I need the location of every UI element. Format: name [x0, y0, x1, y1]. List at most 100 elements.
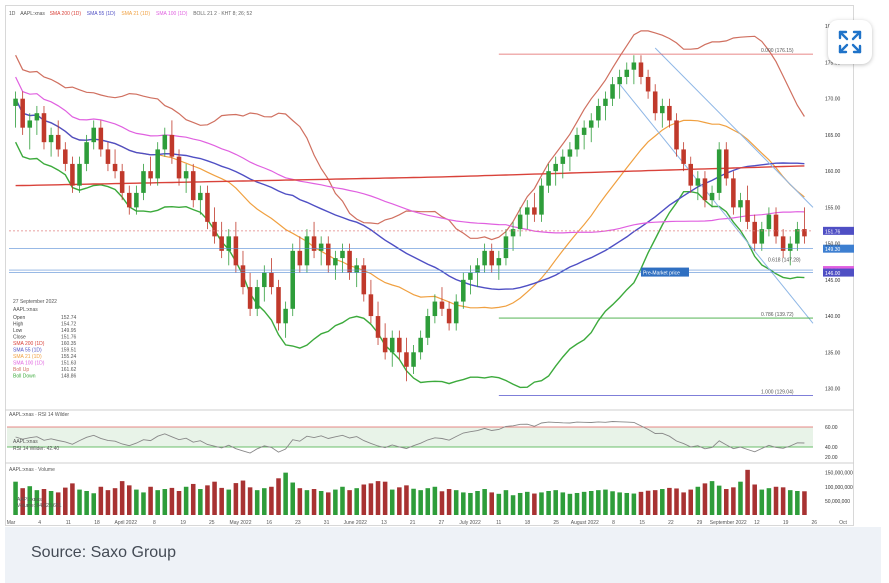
volume-bar — [41, 489, 47, 515]
candle-body — [105, 149, 111, 164]
candle-body — [652, 91, 658, 114]
candle-body — [254, 287, 260, 309]
price-tag-box — [823, 226, 854, 235]
info-row-label: SMA 21 (1D) — [13, 354, 42, 360]
volume-tick-label: 50,000,000 — [825, 499, 850, 505]
info-row-label: Close — [13, 335, 26, 341]
candle-body — [503, 236, 509, 259]
legend-item: SMA 21 (1D) — [121, 11, 150, 17]
candle-body — [98, 127, 104, 150]
volume-bar — [411, 488, 416, 515]
axes: 180.00175.00170.00165.00160.00155.00150.… — [7, 24, 848, 526]
candle-body — [247, 287, 253, 309]
candle-body — [532, 207, 537, 215]
candle-body — [574, 134, 580, 150]
x-tick-label: May 2022 — [230, 520, 252, 526]
info-row-label: Open — [13, 315, 25, 321]
candle-body — [802, 229, 807, 237]
x-tick-label: 25 — [209, 520, 215, 526]
volume-bar — [482, 489, 487, 515]
candles — [13, 55, 807, 382]
volume-bar — [276, 478, 281, 515]
candle-body — [176, 156, 182, 179]
legend-item: AAPL:xnas — [20, 11, 45, 17]
volume-bar — [155, 490, 160, 515]
x-tick-label: Oct — [839, 520, 847, 526]
legend-item: 1D — [9, 11, 16, 17]
volume-bar — [382, 481, 388, 515]
expand-button[interactable] — [828, 20, 872, 64]
volume-bar — [802, 491, 807, 515]
candle-body — [524, 207, 530, 215]
volume-bar — [581, 491, 587, 515]
candle-body — [126, 192, 132, 208]
rsi-level-label: 20.00 — [825, 455, 838, 461]
info-row-value: 160.35 — [61, 341, 77, 347]
candle-body — [780, 236, 786, 251]
pre-market-box — [640, 267, 689, 277]
volume-bar — [709, 481, 715, 515]
candle-body — [624, 69, 630, 77]
rsi-level-label: 60.00 — [825, 425, 838, 431]
volume-bar — [84, 491, 89, 515]
x-tick-label: 13 — [381, 520, 387, 526]
candle-body — [596, 105, 601, 121]
volume-bar — [567, 493, 573, 515]
candle-body — [148, 171, 153, 179]
volume-bar — [688, 489, 694, 515]
candle-body — [183, 171, 189, 179]
volume-bar — [247, 487, 253, 515]
candle-body — [34, 113, 40, 121]
volume-bar — [340, 486, 345, 515]
volume-bar — [404, 485, 409, 515]
chart-border — [5, 5, 854, 526]
info-row-value: 148.86 — [61, 374, 77, 380]
caption-bar: Source: Saxo Group — [5, 527, 881, 583]
volume-bar — [27, 486, 33, 515]
volume-bar — [610, 491, 615, 515]
x-tick-label: July 2022 — [459, 520, 481, 526]
volume-tick-label: 100,000,000 — [825, 485, 853, 491]
candle-body — [212, 221, 217, 237]
volume-bar — [553, 490, 558, 515]
x-tick-label: 27 — [439, 520, 445, 526]
candle-body — [603, 98, 608, 106]
x-tick-label: 31 — [324, 520, 330, 526]
candle-body — [425, 316, 431, 338]
volume-bar — [546, 491, 551, 515]
volume-bar — [574, 492, 580, 515]
volume-bar — [212, 481, 217, 515]
volume-bar — [290, 482, 296, 515]
candle-body — [468, 272, 473, 280]
volume-bar — [254, 490, 260, 515]
x-tick-label: 4 — [38, 520, 41, 526]
volume-bar — [98, 486, 104, 515]
candle-body — [190, 171, 196, 201]
info-row-value: 155.24 — [61, 354, 77, 360]
info-row-value: 152.74 — [61, 315, 77, 321]
candle-body — [112, 163, 118, 172]
sma55-line — [14, 98, 805, 291]
candle-body — [716, 149, 722, 193]
volume-bar — [233, 483, 239, 515]
candle-body — [553, 163, 558, 172]
x-tick-label: 12 — [754, 520, 760, 526]
fib-level-label: 0.786 (139.72) — [761, 312, 794, 318]
candle-body — [446, 308, 452, 324]
volume-bar — [425, 488, 431, 515]
candle-body — [162, 134, 168, 150]
volume-bar — [638, 491, 644, 515]
volume-bar — [240, 480, 246, 515]
volume-bar — [119, 481, 125, 515]
candle-body — [382, 337, 388, 353]
info-row-label: Boll Up — [13, 367, 29, 373]
volume-title: AAPL:xnas · Volume — [9, 467, 55, 473]
candle-body — [134, 192, 139, 208]
volume-bar — [532, 493, 537, 515]
volume-bar — [539, 492, 544, 515]
x-tick-label: 18 — [525, 520, 531, 526]
volume-bar — [34, 490, 40, 515]
candle-body — [55, 134, 61, 150]
candle-body — [269, 272, 274, 288]
candle-body — [787, 243, 793, 251]
